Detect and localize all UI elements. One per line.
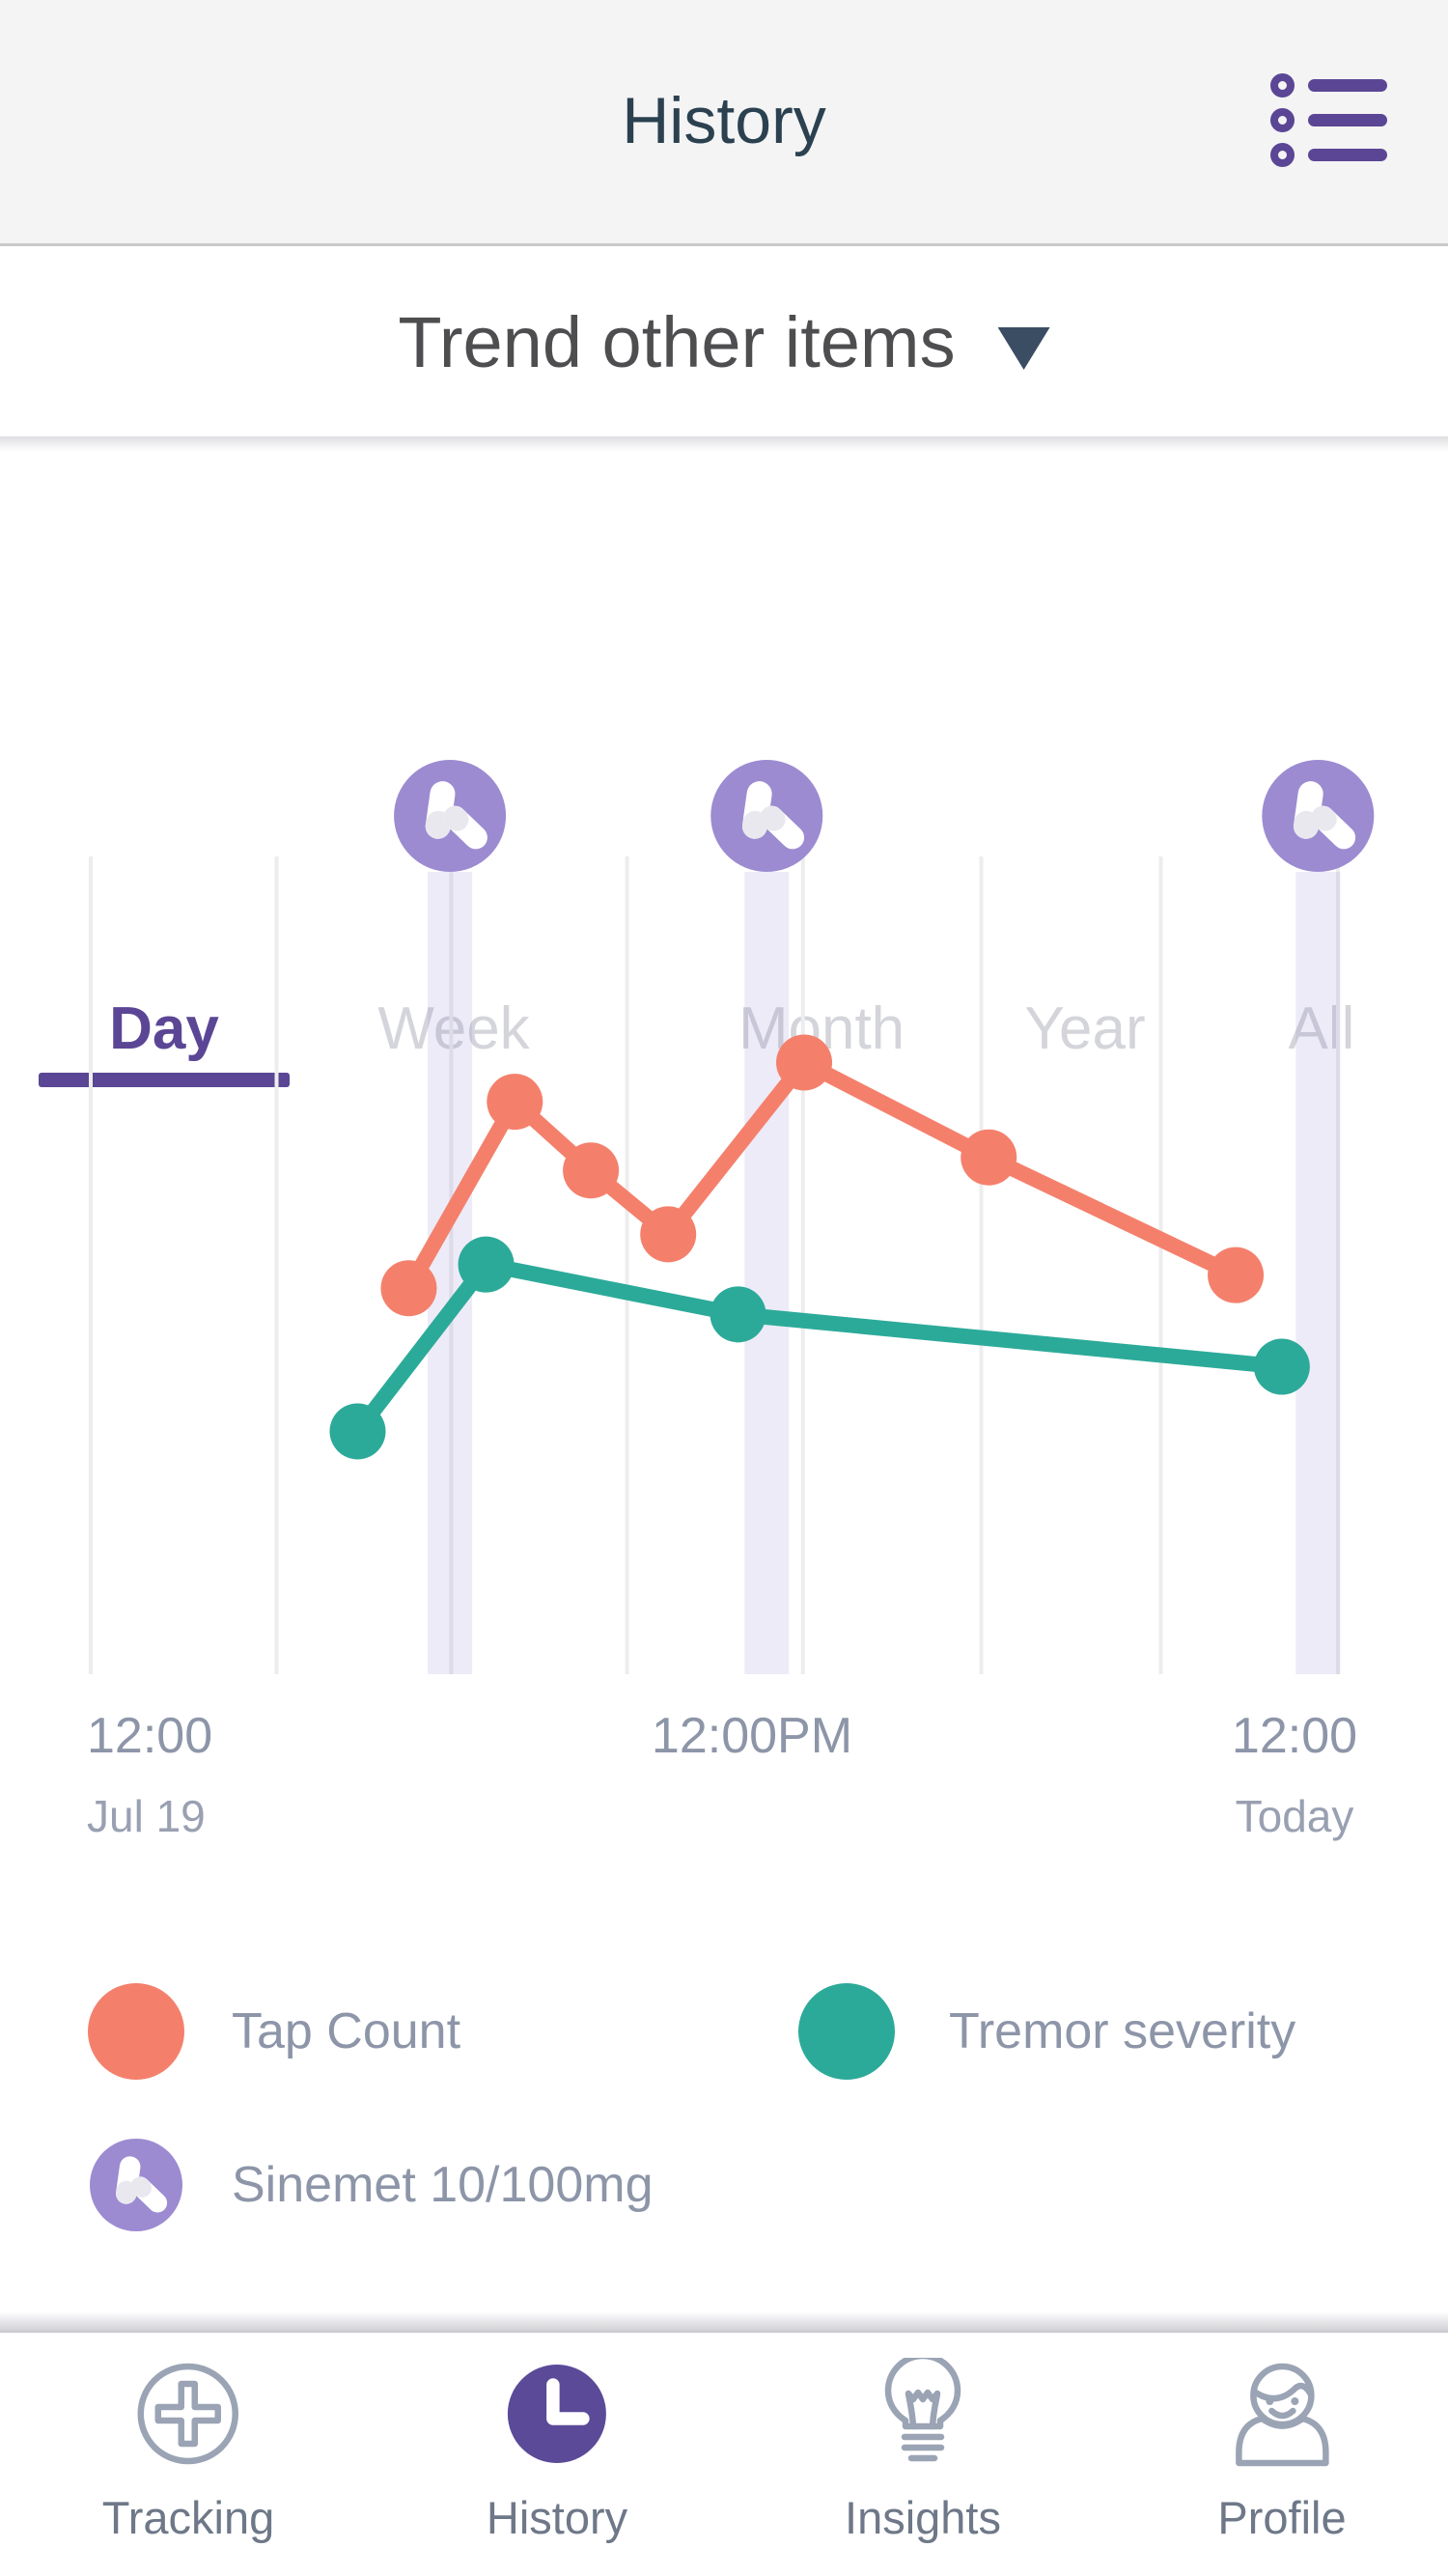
x-axis-label: 12:00 Jul 19 [87,1707,212,1842]
nav-item-insights[interactable]: Insights [845,2358,1001,2544]
nav-label-tracking: Tracking [101,2492,275,2543]
divider-shadow [0,436,1448,452]
axis-time: 12:00 [1231,1708,1358,1764]
bullet-line [1308,114,1387,126]
x-axis-label: 12:00 Today [1232,1707,1357,1842]
page-title: History [622,84,826,157]
nav-label-insights: Insights [845,2492,1001,2543]
bullet-icon [1270,73,1295,98]
tab-month[interactable]: Month [738,995,905,1062]
chevron-down-icon [997,327,1050,370]
plus-circle-icon [137,2363,239,2465]
legend-label-medication: Sinemet 10/100mg [232,2157,654,2213]
tremor-severity-swatch [798,1983,895,2080]
axis-date: Jul 19 [87,1791,206,1841]
nav-item-profile[interactable]: Profile [1217,2358,1347,2544]
trend-selector[interactable]: Trend other items [0,249,1448,434]
bullet-line [1308,79,1387,92]
list-menu-row [1270,143,1387,167]
nav-item-history[interactable]: History [487,2358,627,2544]
axis-time: 12:00 [87,1708,213,1764]
tab-all[interactable]: All [1288,995,1355,1062]
nav-item-tracking[interactable]: Tracking [102,2358,274,2544]
legend-label-tap-count: Tap Count [232,2003,461,2059]
axis-time: 12:00PM [651,1708,853,1764]
tab-day[interactable]: Day [109,995,219,1062]
active-tab-underline [39,1073,290,1087]
axis-date: Today [1235,1791,1354,1841]
bullet-icon [1270,143,1295,167]
nav-shadow [0,2311,1448,2331]
clock-icon [507,2365,606,2463]
list-menu-row [1270,73,1387,98]
nav-label-profile: Profile [1217,2492,1347,2543]
tap-count-swatch [88,1983,184,2080]
legend-label-tremor-severity: Tremor severity [949,2003,1296,2059]
nav-label-history: History [486,2492,628,2543]
lightbulb-icon [884,2358,961,2462]
bottom-nav [0,2331,1448,2576]
person-icon [1235,2363,1329,2467]
period-tabs: Day Week Month Year All [0,452,1448,1087]
list-menu-icon[interactable] [1270,73,1387,178]
bullet-line [1308,149,1387,161]
tab-week[interactable]: Week [377,995,530,1062]
trend-selector-label: Trend other items [398,301,956,382]
tab-year[interactable]: Year [1024,995,1146,1062]
pill-icon [90,2139,182,2231]
x-axis-label: 12:00PM [652,1707,852,1765]
bullet-icon [1270,108,1295,132]
header: History [0,0,1448,246]
list-menu-row [1270,108,1387,132]
